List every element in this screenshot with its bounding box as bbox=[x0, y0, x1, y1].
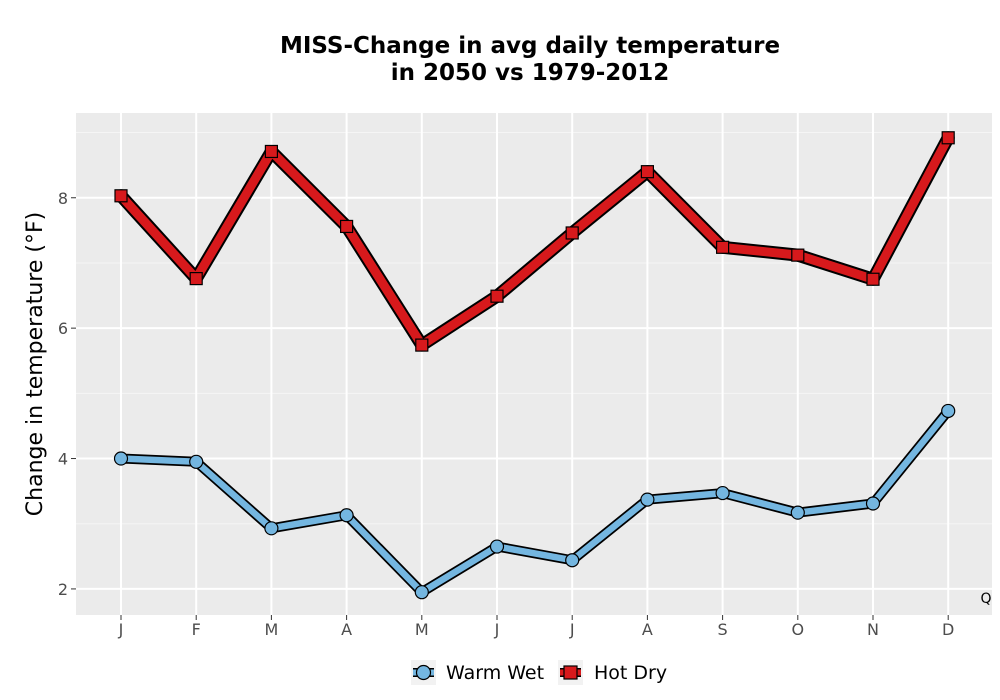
series-layer bbox=[113, 131, 956, 600]
y-tick-label: 2 bbox=[58, 580, 68, 599]
data-point-warm-wet bbox=[189, 454, 204, 469]
data-point-hot-dry bbox=[490, 289, 504, 303]
data-point-hot-dry bbox=[866, 272, 880, 286]
series-line-hot-dry bbox=[116, 133, 953, 350]
y-tick-label: 6 bbox=[58, 319, 68, 338]
data-point-warm-wet bbox=[790, 505, 805, 520]
data-point-hot-dry bbox=[264, 144, 278, 159]
data-point-hot-dry bbox=[114, 189, 128, 203]
x-tick-label: S bbox=[718, 620, 728, 639]
corner-label: Q bbox=[980, 591, 991, 607]
x-tick-label: J bbox=[569, 620, 575, 639]
legend: Warm Wet Hot Dry bbox=[411, 660, 667, 685]
data-point-warm-wet bbox=[414, 585, 429, 600]
x-tick-label: J bbox=[494, 620, 500, 639]
x-tick-label: A bbox=[642, 620, 653, 639]
y-axis-label: Change in temperature (°F) bbox=[23, 212, 48, 516]
chart-title-line2: in 2050 vs 1979-2012 bbox=[391, 60, 670, 86]
legend-label-hot-dry: Hot Dry bbox=[594, 662, 667, 684]
legend-marker-warm-wet bbox=[415, 664, 432, 681]
chart-title-line1: MISS-Change in avg daily temperature bbox=[280, 33, 780, 59]
data-point-warm-wet bbox=[865, 496, 881, 511]
x-tick-label: F bbox=[192, 620, 201, 639]
data-point-hot-dry bbox=[340, 219, 354, 234]
data-point-hot-dry bbox=[565, 226, 579, 240]
x-tick-label: A bbox=[341, 620, 352, 639]
data-point-warm-wet bbox=[339, 508, 354, 523]
legend-item-hot-dry: Hot Dry bbox=[558, 660, 667, 685]
data-point-hot-dry bbox=[415, 338, 429, 352]
x-tick-label: M bbox=[264, 620, 278, 639]
legend-label-warm-wet: Warm Wet bbox=[446, 662, 544, 684]
data-point-warm-wet bbox=[565, 553, 580, 568]
data-point-hot-dry bbox=[715, 240, 730, 254]
y-tick-label: 4 bbox=[58, 450, 68, 469]
x-tick-label: M bbox=[415, 620, 429, 639]
data-point-warm-wet bbox=[489, 539, 505, 554]
data-point-hot-dry bbox=[189, 271, 203, 286]
plot-panel bbox=[76, 113, 992, 615]
x-tick-label: N bbox=[867, 620, 879, 639]
data-point-hot-dry bbox=[791, 248, 805, 262]
data-point-hot-dry bbox=[941, 131, 955, 145]
y-tick-label: 8 bbox=[58, 189, 68, 208]
data-point-warm-wet bbox=[640, 492, 655, 507]
legend-item-warm-wet: Warm Wet bbox=[411, 660, 544, 685]
x-tick-label: J bbox=[118, 620, 124, 639]
data-point-warm-wet bbox=[264, 521, 279, 536]
data-point-warm-wet bbox=[715, 485, 730, 501]
grid-lines bbox=[76, 113, 992, 615]
legend-marker-hot-dry bbox=[563, 665, 578, 680]
series-line-warm-wet bbox=[117, 407, 952, 596]
y-axis-ticks: 2 4 6 8 bbox=[58, 189, 76, 599]
x-tick-label: D bbox=[942, 620, 954, 639]
data-point-hot-dry bbox=[640, 165, 655, 179]
x-tick-label: O bbox=[792, 620, 805, 639]
data-point-warm-wet bbox=[113, 451, 129, 466]
data-point-warm-wet bbox=[941, 403, 956, 419]
